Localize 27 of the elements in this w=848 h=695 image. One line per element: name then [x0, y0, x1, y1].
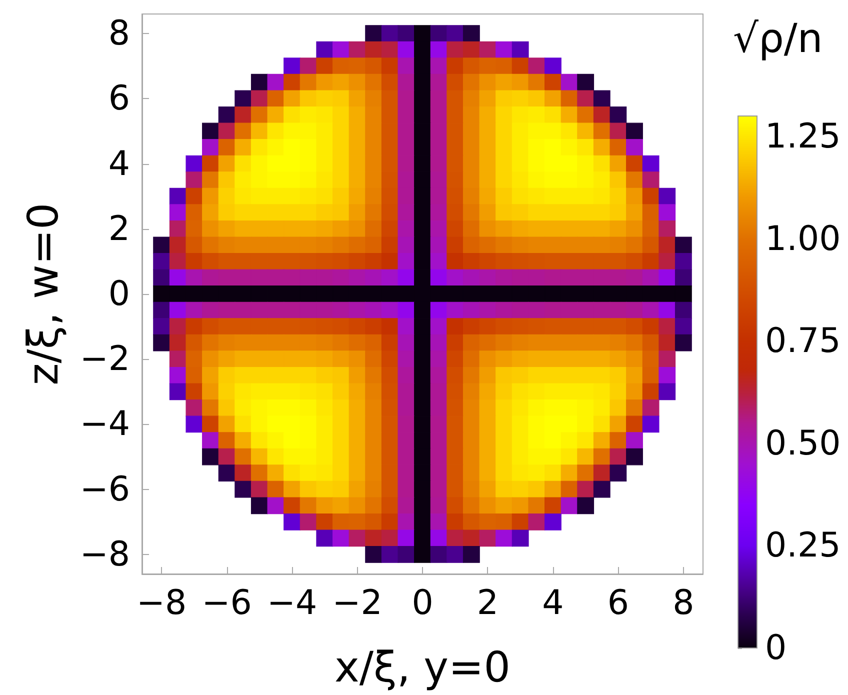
color-bar-label: 1.00 [765, 218, 841, 259]
x-tick-label: 6 [607, 583, 630, 623]
y-tick-label: −6 [80, 469, 130, 510]
x-tick-label: −2 [332, 583, 382, 623]
y-tick-label: 0 [108, 274, 130, 314]
y-axis-title: z/ξ, w=0 [18, 202, 68, 386]
x-tick-label: 8 [672, 583, 694, 623]
x-tick-label: 4 [542, 583, 564, 623]
y-tick-label: 6 [108, 78, 130, 119]
x-tick-label: 2 [476, 583, 499, 623]
color-bar-label: 0.75 [765, 321, 841, 362]
x-tick-label: 0 [412, 583, 434, 623]
color-bar-label: 0.50 [765, 423, 841, 464]
color-bar-label: 0.25 [765, 526, 841, 566]
color-bar-title: √ρ/n [733, 16, 823, 62]
y-tick-label: −8 [80, 534, 130, 574]
y-tick-label: 4 [108, 144, 130, 184]
color-bar-label: 1.25 [765, 116, 841, 156]
x-tick-label: −4 [266, 583, 318, 623]
x-tick-label: −6 [202, 583, 252, 623]
y-tick-label: 2 [108, 208, 130, 249]
x-tick-label: −8 [136, 583, 187, 623]
x-axis-title: x/ξ, y=0 [334, 642, 510, 692]
y-tick-label: −2 [80, 339, 130, 380]
color-bar-label: 0 [765, 628, 787, 668]
y-tick-label: −4 [80, 404, 130, 444]
y-tick-label: 8 [108, 14, 130, 54]
